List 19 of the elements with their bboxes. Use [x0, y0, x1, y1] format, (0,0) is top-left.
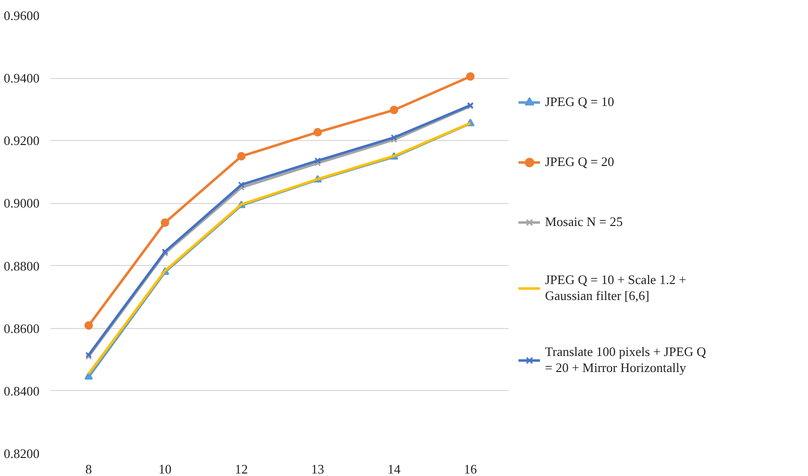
x-tick-label: 13 — [311, 462, 324, 476]
x-tick-label: 10 — [158, 462, 172, 476]
x-tick-label: 12 — [234, 462, 248, 476]
y-tick-label: 0.9000 — [4, 196, 40, 211]
x-tick-label: 16 — [464, 462, 478, 476]
legend-label: JPEG Q = 20 — [545, 154, 614, 170]
y-tick-label: 0.8800 — [4, 258, 40, 274]
legend-label: JPEG Q = 10 — [545, 94, 614, 110]
y-tick-label: 0.8200 — [4, 446, 40, 461]
legend-label: Translate 100 pixels + JPEG Q = 20 + Mirror Horizontally — [545, 344, 706, 376]
y-tick-label: 0.8400 — [4, 383, 40, 398]
legend-label: Mosaic N = 25 — [545, 214, 623, 230]
x-tick-label: 8 — [85, 462, 92, 476]
y-tick-label: 0.9600 — [4, 8, 40, 23]
y-tick-label: 0.8600 — [4, 320, 40, 336]
y-tick-label: 0.9200 — [4, 133, 40, 148]
y-tick-label: 0.9400 — [4, 70, 40, 86]
legend-label: JPEG Q = 10 + Scale 1.2 + Gaussian filter [6,6] — [545, 272, 686, 304]
x-tick-label: 14 — [388, 462, 401, 476]
